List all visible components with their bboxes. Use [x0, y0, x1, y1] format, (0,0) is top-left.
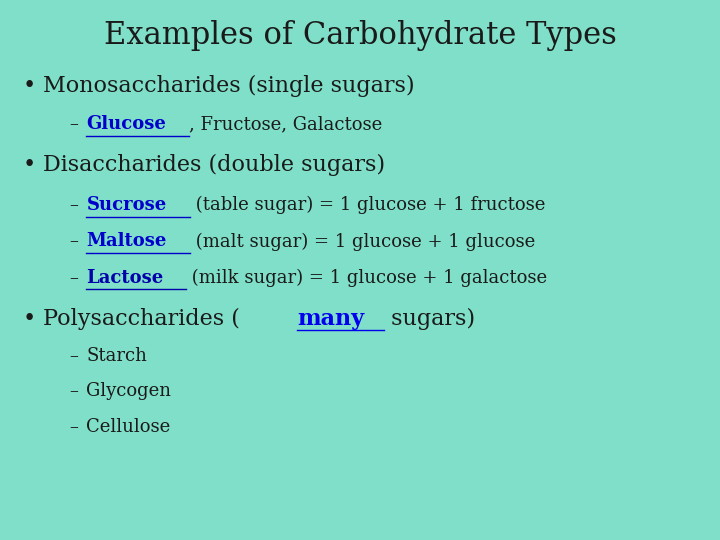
Text: , Fructose, Galactose: , Fructose, Galactose — [189, 115, 383, 133]
Text: (table sugar) = 1 glucose + 1 fructose: (table sugar) = 1 glucose + 1 fructose — [190, 196, 545, 214]
Text: –: – — [69, 196, 78, 214]
Text: (milk sugar) = 1 glucose + 1 galactose: (milk sugar) = 1 glucose + 1 galactose — [186, 268, 547, 287]
Text: Examples of Carbohydrate Types: Examples of Carbohydrate Types — [104, 19, 616, 51]
Text: •: • — [22, 154, 35, 176]
Text: –: – — [69, 382, 78, 401]
Text: many: many — [297, 308, 364, 329]
Text: sugars): sugars) — [384, 308, 475, 329]
Text: –: – — [69, 232, 78, 251]
Text: Cellulose: Cellulose — [86, 417, 171, 436]
Text: Monosaccharides (single sugars): Monosaccharides (single sugars) — [43, 76, 415, 97]
Text: Starch: Starch — [86, 347, 148, 366]
Text: •: • — [22, 308, 35, 329]
Text: Glycogen: Glycogen — [86, 382, 171, 401]
Text: –: – — [69, 347, 78, 366]
Text: Lactose: Lactose — [86, 268, 163, 287]
Text: –: – — [69, 268, 78, 287]
Text: Maltose: Maltose — [86, 232, 167, 251]
Text: Glucose: Glucose — [86, 115, 166, 133]
Text: •: • — [22, 76, 35, 97]
Text: Polysaccharides (: Polysaccharides ( — [43, 308, 240, 329]
Text: –: – — [69, 417, 78, 436]
Text: Sucrose: Sucrose — [86, 196, 166, 214]
Text: Disaccharides (double sugars): Disaccharides (double sugars) — [43, 154, 385, 176]
Text: –: – — [69, 115, 78, 133]
Text: (malt sugar) = 1 glucose + 1 glucose: (malt sugar) = 1 glucose + 1 glucose — [190, 232, 536, 251]
